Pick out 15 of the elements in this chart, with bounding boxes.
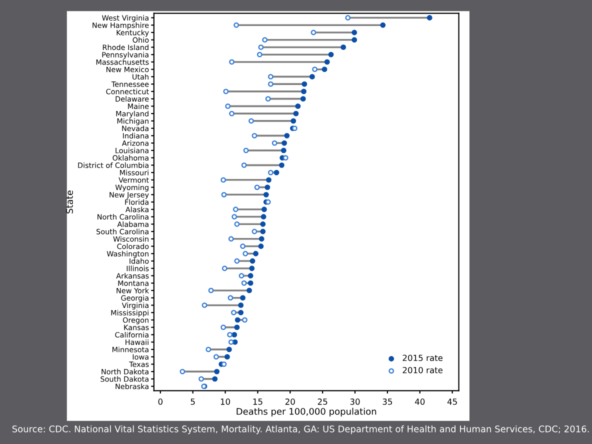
x-tick-label: 5 [190, 398, 195, 405]
x-tick-label: 35 [382, 398, 392, 405]
x-tick-label: 15 [253, 398, 262, 405]
x-tick-label: 25 [318, 398, 328, 405]
x-tick-label: 20 [285, 398, 295, 405]
y-axis-title: State [66, 190, 73, 214]
x-axis-title: Deaths per 100,000 population [236, 408, 376, 417]
x-tick-label: 0 [158, 398, 163, 405]
x-tick-label: 10 [220, 398, 230, 405]
x-tick-label: 30 [350, 398, 360, 405]
legend-label: 2010 rate [402, 366, 443, 374]
source-note: Source: CDC. National Vital Statistics System, Mortality. Atlanta, GA: US Department of Health and Human Services, CDC; 2016. [12, 425, 589, 434]
legend-label: 2015 rate [402, 354, 443, 362]
x-tick-label: 40 [414, 398, 425, 405]
x-tick-label: 45 [447, 398, 457, 405]
